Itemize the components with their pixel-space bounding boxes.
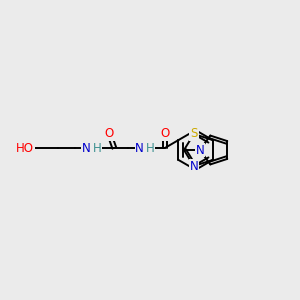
Text: O: O <box>160 127 170 140</box>
Text: S: S <box>190 128 198 140</box>
Text: H: H <box>146 142 155 154</box>
Text: H: H <box>92 142 101 154</box>
Text: N: N <box>135 142 144 154</box>
Text: N: N <box>82 142 91 154</box>
Text: O: O <box>105 127 114 140</box>
Text: N: N <box>190 160 198 172</box>
Text: N: N <box>196 143 204 157</box>
Text: HO: HO <box>16 142 34 154</box>
